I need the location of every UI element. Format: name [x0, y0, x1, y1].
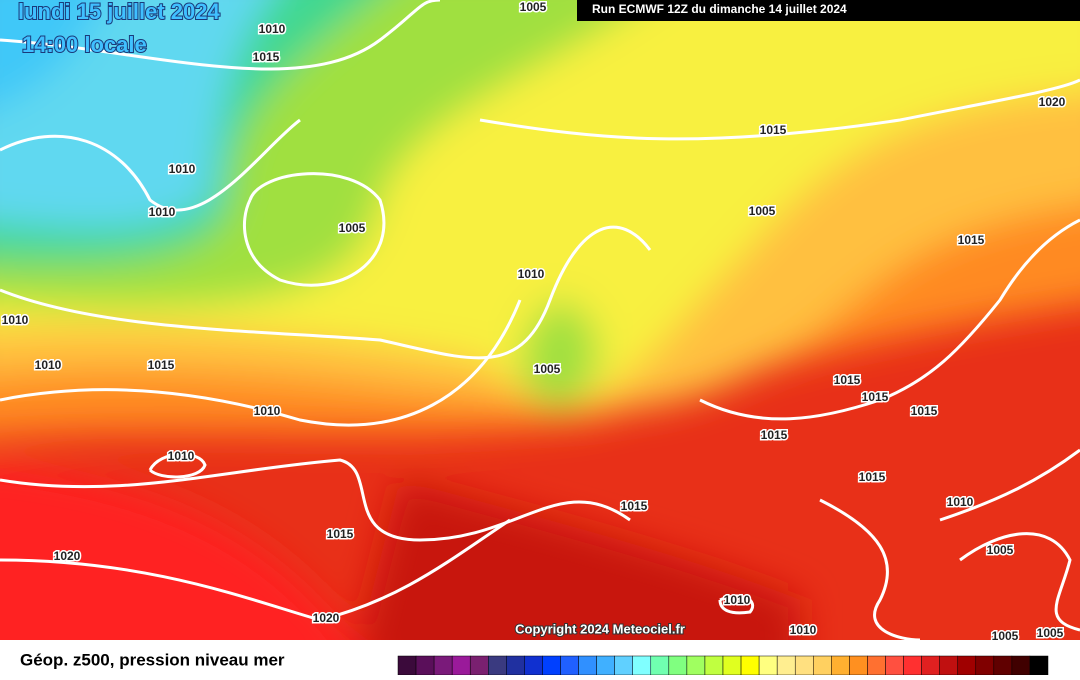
run-info: Run ECMWF 12Z du dimanche 14 juillet 202…: [592, 2, 847, 16]
color-swatch: [867, 655, 886, 676]
isobar-label: 1015: [253, 50, 280, 64]
isobar-label: 1010: [2, 313, 29, 327]
isobar-label: 1020: [313, 611, 340, 625]
color-swatch: [1029, 655, 1049, 676]
colorbar: [397, 655, 1049, 676]
isobar-label: 1010: [790, 623, 817, 637]
color-swatch: [650, 655, 670, 676]
run-box: [577, 0, 1080, 21]
color-swatch: [668, 655, 688, 676]
color-swatch: [885, 655, 904, 676]
isobar-label: 1015: [911, 404, 938, 418]
legend-title: Géop. z500, pression niveau mer: [20, 650, 285, 669]
color-swatch: [704, 655, 724, 676]
color-swatch: [849, 655, 868, 676]
date-title: lundi 15 juillet 2024: [18, 0, 221, 24]
color-swatch: [542, 655, 561, 676]
color-swatch: [433, 655, 453, 676]
color-swatch: [632, 655, 652, 676]
isobar-label: 1005: [992, 629, 1019, 643]
color-swatch: [831, 655, 850, 676]
color-swatch: [451, 655, 471, 676]
isobar-label: 1005: [339, 221, 366, 235]
isobar-label: 1015: [834, 373, 861, 387]
isobars: [0, 0, 1080, 640]
isobar-label: 1020: [1039, 95, 1066, 109]
color-swatch: [506, 655, 525, 676]
copyright: Copyright 2024 Meteociel.fr: [515, 621, 685, 636]
color-swatch: [957, 655, 977, 676]
color-swatch: [614, 655, 633, 676]
color-swatch: [758, 655, 778, 676]
isobar-label: 1010: [168, 449, 195, 463]
color-swatch: [722, 655, 742, 676]
color-swatch: [560, 655, 579, 676]
isobar-label: 1015: [859, 470, 886, 484]
color-swatch: [524, 655, 543, 676]
isobar-label: 1010: [947, 495, 974, 509]
time-title: 14:00 locale: [22, 32, 147, 57]
isobar-label: 1010: [518, 267, 545, 281]
color-swatch: [794, 655, 814, 676]
color-swatch: [939, 655, 958, 676]
color-swatch: [975, 655, 995, 676]
color-swatch: [415, 655, 435, 676]
color-swatch: [397, 655, 417, 676]
color-swatch: [921, 655, 940, 676]
color-swatch: [596, 655, 615, 676]
color-swatch: [469, 655, 489, 676]
color-swatch: [993, 655, 1013, 676]
isobar-label: 1010: [35, 358, 62, 372]
color-swatch: [578, 655, 597, 676]
isobar-label: 1015: [761, 428, 788, 442]
isobar-label: 1005: [1037, 626, 1064, 640]
isobar-label: 1020: [54, 549, 81, 563]
color-swatch: [813, 655, 832, 676]
isobar-label: 1005: [749, 204, 776, 218]
isobar-label: 1010: [724, 593, 751, 607]
isobar-label: 1015: [958, 233, 985, 247]
color-swatch: [903, 655, 922, 676]
isobar-label: 1010: [259, 22, 286, 36]
isobar-label: 1015: [327, 527, 354, 541]
isobar-label: 1015: [148, 358, 175, 372]
color-swatch: [686, 655, 706, 676]
isobar-label: 1010: [254, 404, 281, 418]
color-swatch: [776, 655, 796, 676]
isobar-label: 1005: [987, 543, 1014, 557]
color-swatch: [1011, 655, 1031, 676]
isobar-label: 1010: [169, 162, 196, 176]
isobar-label: 1015: [862, 390, 889, 404]
isobar-label: 1005: [534, 362, 561, 376]
isobar-label: 1015: [760, 123, 787, 137]
color-swatch: [740, 655, 760, 676]
isobar-label: 1010: [149, 205, 176, 219]
color-swatch: [488, 655, 507, 676]
isobar-label: 1015: [621, 499, 648, 513]
isobar-label: 1005: [520, 0, 547, 14]
